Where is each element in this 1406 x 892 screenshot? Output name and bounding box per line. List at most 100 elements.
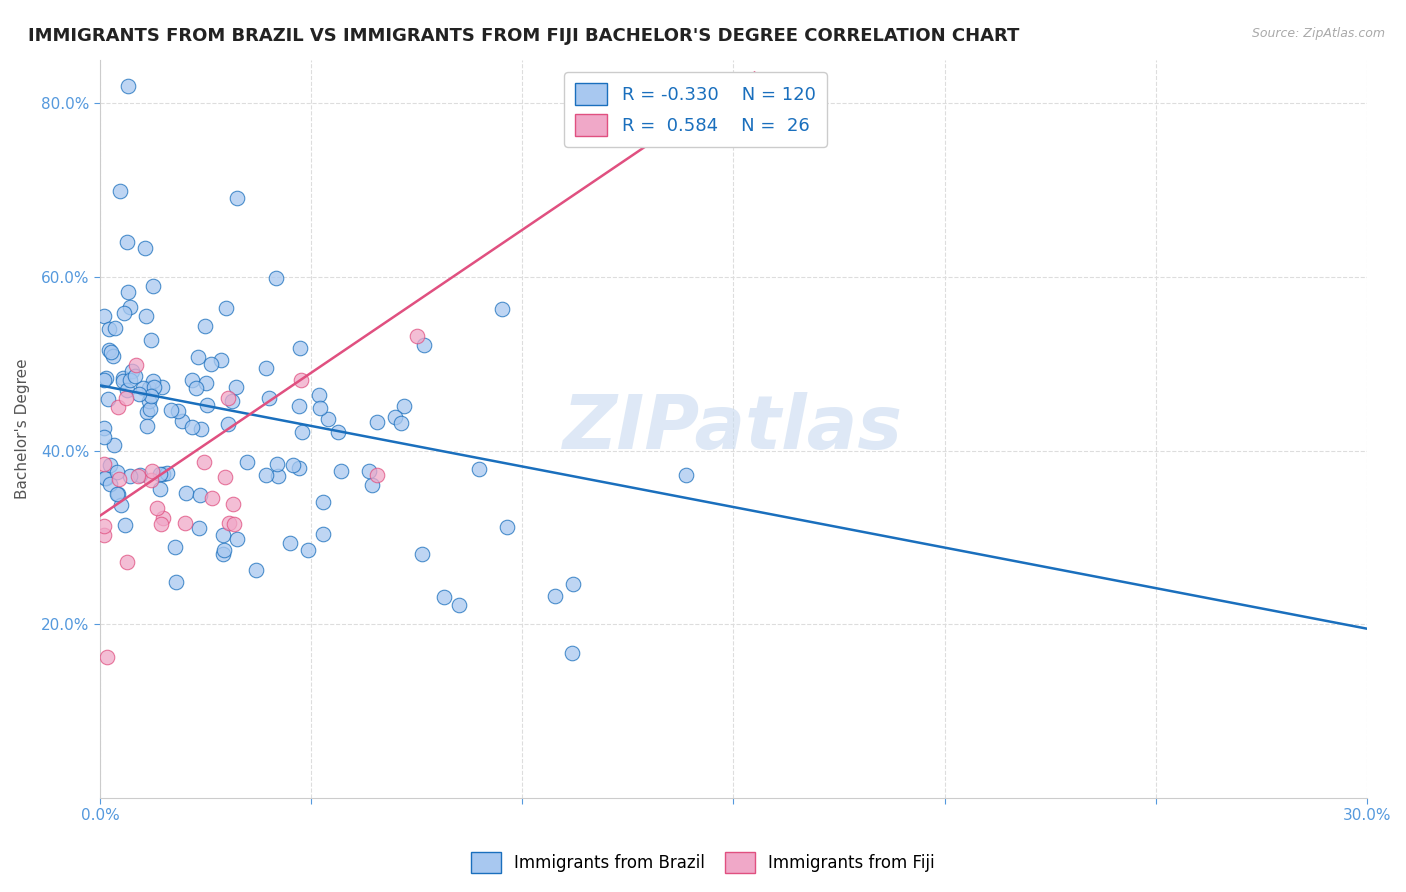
Point [104,321,127,335]
Point [96,471,118,485]
Point [217,417,239,432]
Point [447,598,470,612]
Point [139,388,162,402]
Point [97,322,120,336]
Point [413,337,436,351]
Point [103,437,125,451]
Point [495,519,517,533]
Point [96,649,118,664]
Point [142,278,165,293]
Point [149,483,172,497]
Point [135,419,157,434]
Point [212,543,235,558]
Point [384,409,406,424]
Point [544,589,567,603]
Point [181,373,204,387]
Point [366,467,388,482]
Point [121,364,143,378]
Point [112,306,135,320]
Point [149,467,172,481]
Point [291,425,314,439]
Point [330,465,353,479]
Point [245,563,267,577]
Point [288,461,311,475]
Point [139,473,162,487]
Point [97,392,120,407]
Point [160,403,183,417]
Point [411,547,433,561]
Point [201,491,224,505]
Point [110,184,132,198]
Point [124,368,146,383]
Point [93,309,115,323]
Point [236,455,259,469]
Point [105,465,128,479]
Point [117,383,139,397]
Point [188,488,211,502]
Point [225,532,247,546]
Point [212,547,235,561]
Point [254,361,277,376]
Point [328,425,350,439]
Point [93,518,115,533]
Point [391,416,413,430]
Point [561,646,583,660]
Point [218,516,240,530]
Point [94,471,117,485]
Point [226,190,249,204]
Point [128,387,150,401]
Point [117,78,139,93]
Point [93,528,115,542]
Point [468,462,491,476]
Text: IMMIGRANTS FROM BRAZIL VS IMMIGRANTS FROM FIJI BACHELOR'S DEGREE CORRELATION CHA: IMMIGRANTS FROM BRAZIL VS IMMIGRANTS FRO… [28,27,1019,45]
Point [181,420,204,434]
Point [115,392,138,406]
Point [143,380,166,394]
Point [200,357,222,371]
Point [188,521,211,535]
Point [194,318,217,333]
Point [190,422,212,436]
Point [101,349,124,363]
Point [288,341,311,355]
Point [111,371,134,385]
Point [187,350,209,364]
Point [132,381,155,395]
Point [139,333,162,347]
Point [212,528,235,542]
Point [357,464,380,478]
Point [98,343,121,357]
Point [172,414,194,428]
Point [195,398,218,412]
Point [155,466,177,480]
Point [222,517,245,532]
Point [254,468,277,483]
Point [176,486,198,500]
Point [138,394,160,409]
Point [433,590,456,604]
Point [215,301,238,316]
Point [118,469,141,483]
Point [283,458,305,472]
Point [111,374,134,388]
Point [297,542,319,557]
Point [288,400,311,414]
Point [209,352,232,367]
Point [193,455,215,469]
Point [152,511,174,525]
Point [96,371,118,385]
Point [309,401,332,415]
Point [93,374,115,388]
Point [114,517,136,532]
Point [134,241,156,255]
Point [107,400,129,414]
Point [125,358,148,372]
Point [173,516,195,531]
Point [115,235,138,249]
Point [318,411,340,425]
Point [217,391,239,405]
Y-axis label: Bachelor's Degree: Bachelor's Degree [15,359,30,500]
Point [266,271,288,285]
Point [491,301,513,316]
Point [312,495,335,509]
